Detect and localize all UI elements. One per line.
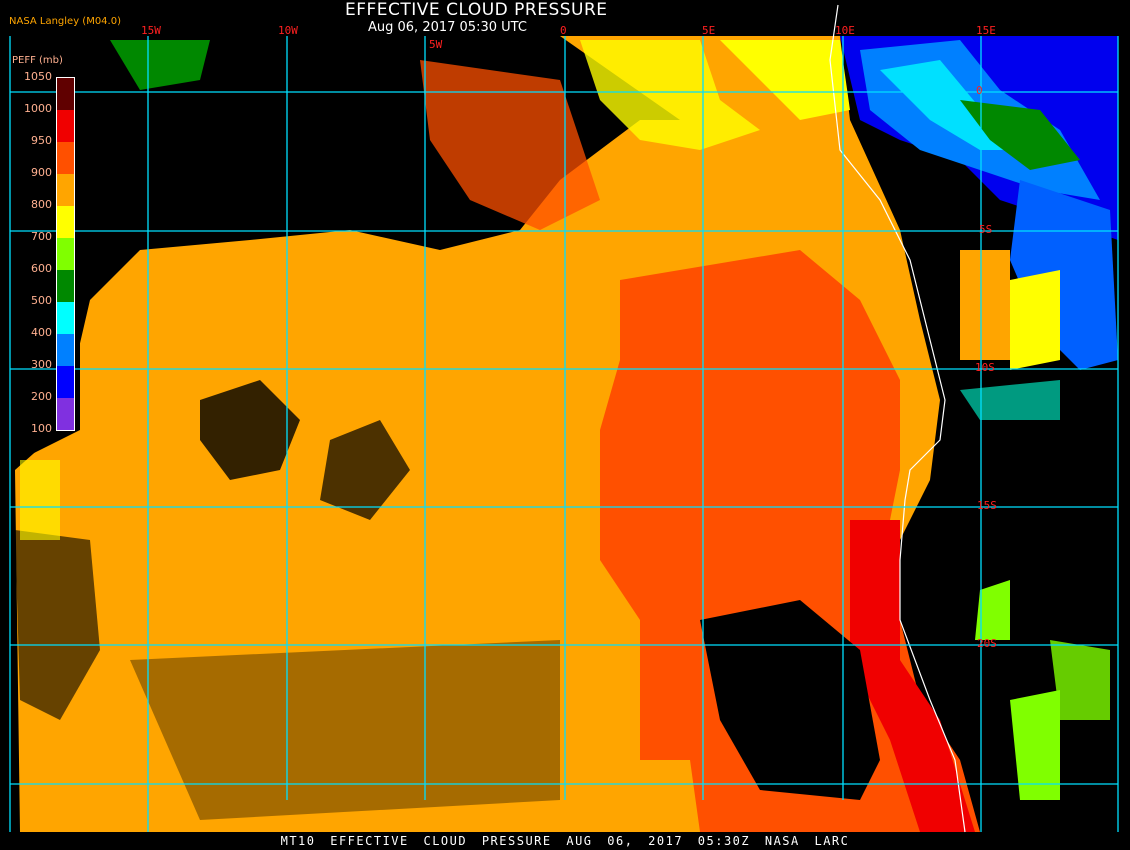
color-bar-segment <box>57 78 74 110</box>
coastline <box>829 4 966 833</box>
legend-tick: 200 <box>31 390 52 403</box>
color-bar-segment <box>57 174 74 206</box>
legend-tick: 1000 <box>24 102 52 115</box>
color-bar-segment <box>57 398 74 430</box>
lon-label: 15E <box>976 24 996 37</box>
mid-low-cloud-deck <box>420 60 980 832</box>
lat-lon-grid <box>9 36 1119 832</box>
legend-title: PEFF (mb) <box>12 55 63 66</box>
legend-tick: 600 <box>31 262 52 275</box>
lon-label: 0 <box>560 24 567 37</box>
legend-tick: 300 <box>31 358 52 371</box>
lon-label: 5W <box>429 38 443 51</box>
lon-label: 10E <box>835 24 855 37</box>
legend-tick: 400 <box>31 326 52 339</box>
clear-sky-patches <box>15 40 1118 832</box>
lon-label: 10W <box>278 24 298 37</box>
color-bar-segment <box>57 302 74 334</box>
lon-label: 5E <box>702 24 716 37</box>
color-bar-segment <box>57 270 74 302</box>
color-bar-segment <box>57 366 74 398</box>
color-bar-segment <box>57 334 74 366</box>
legend-tick: 500 <box>31 294 52 307</box>
lat-label: 20S <box>977 637 997 650</box>
legend-tick: 100 <box>31 422 52 435</box>
lon-label: 15W <box>141 24 161 37</box>
credit-label: NASA Langley (M04.0) <box>9 16 121 27</box>
legend-tick: 700 <box>31 230 52 243</box>
scattered-clouds <box>20 40 1110 800</box>
color-bar-segment <box>57 110 74 142</box>
color-bar-segment <box>57 142 74 174</box>
color-bar-segment <box>57 238 74 270</box>
legend-tick: 950 <box>31 134 52 147</box>
lat-label: 0 <box>976 84 983 97</box>
map-timestamp: Aug 06, 2017 05:30 UTC <box>368 20 527 35</box>
lat-label: 10S <box>975 361 995 374</box>
legend-tick: 900 <box>31 166 52 179</box>
footer-caption: MT10 EFFECTIVE CLOUD PRESSURE AUG 06, 20… <box>280 834 850 848</box>
legend-tick: 1050 <box>24 70 52 83</box>
map-title: EFFECTIVE CLOUD PRESSURE <box>345 0 608 20</box>
lat-label: 15S <box>977 499 997 512</box>
color-bar <box>56 77 75 431</box>
lat-label: 5S <box>979 223 993 236</box>
legend-tick: 800 <box>31 198 52 211</box>
color-bar-segment <box>57 206 74 238</box>
